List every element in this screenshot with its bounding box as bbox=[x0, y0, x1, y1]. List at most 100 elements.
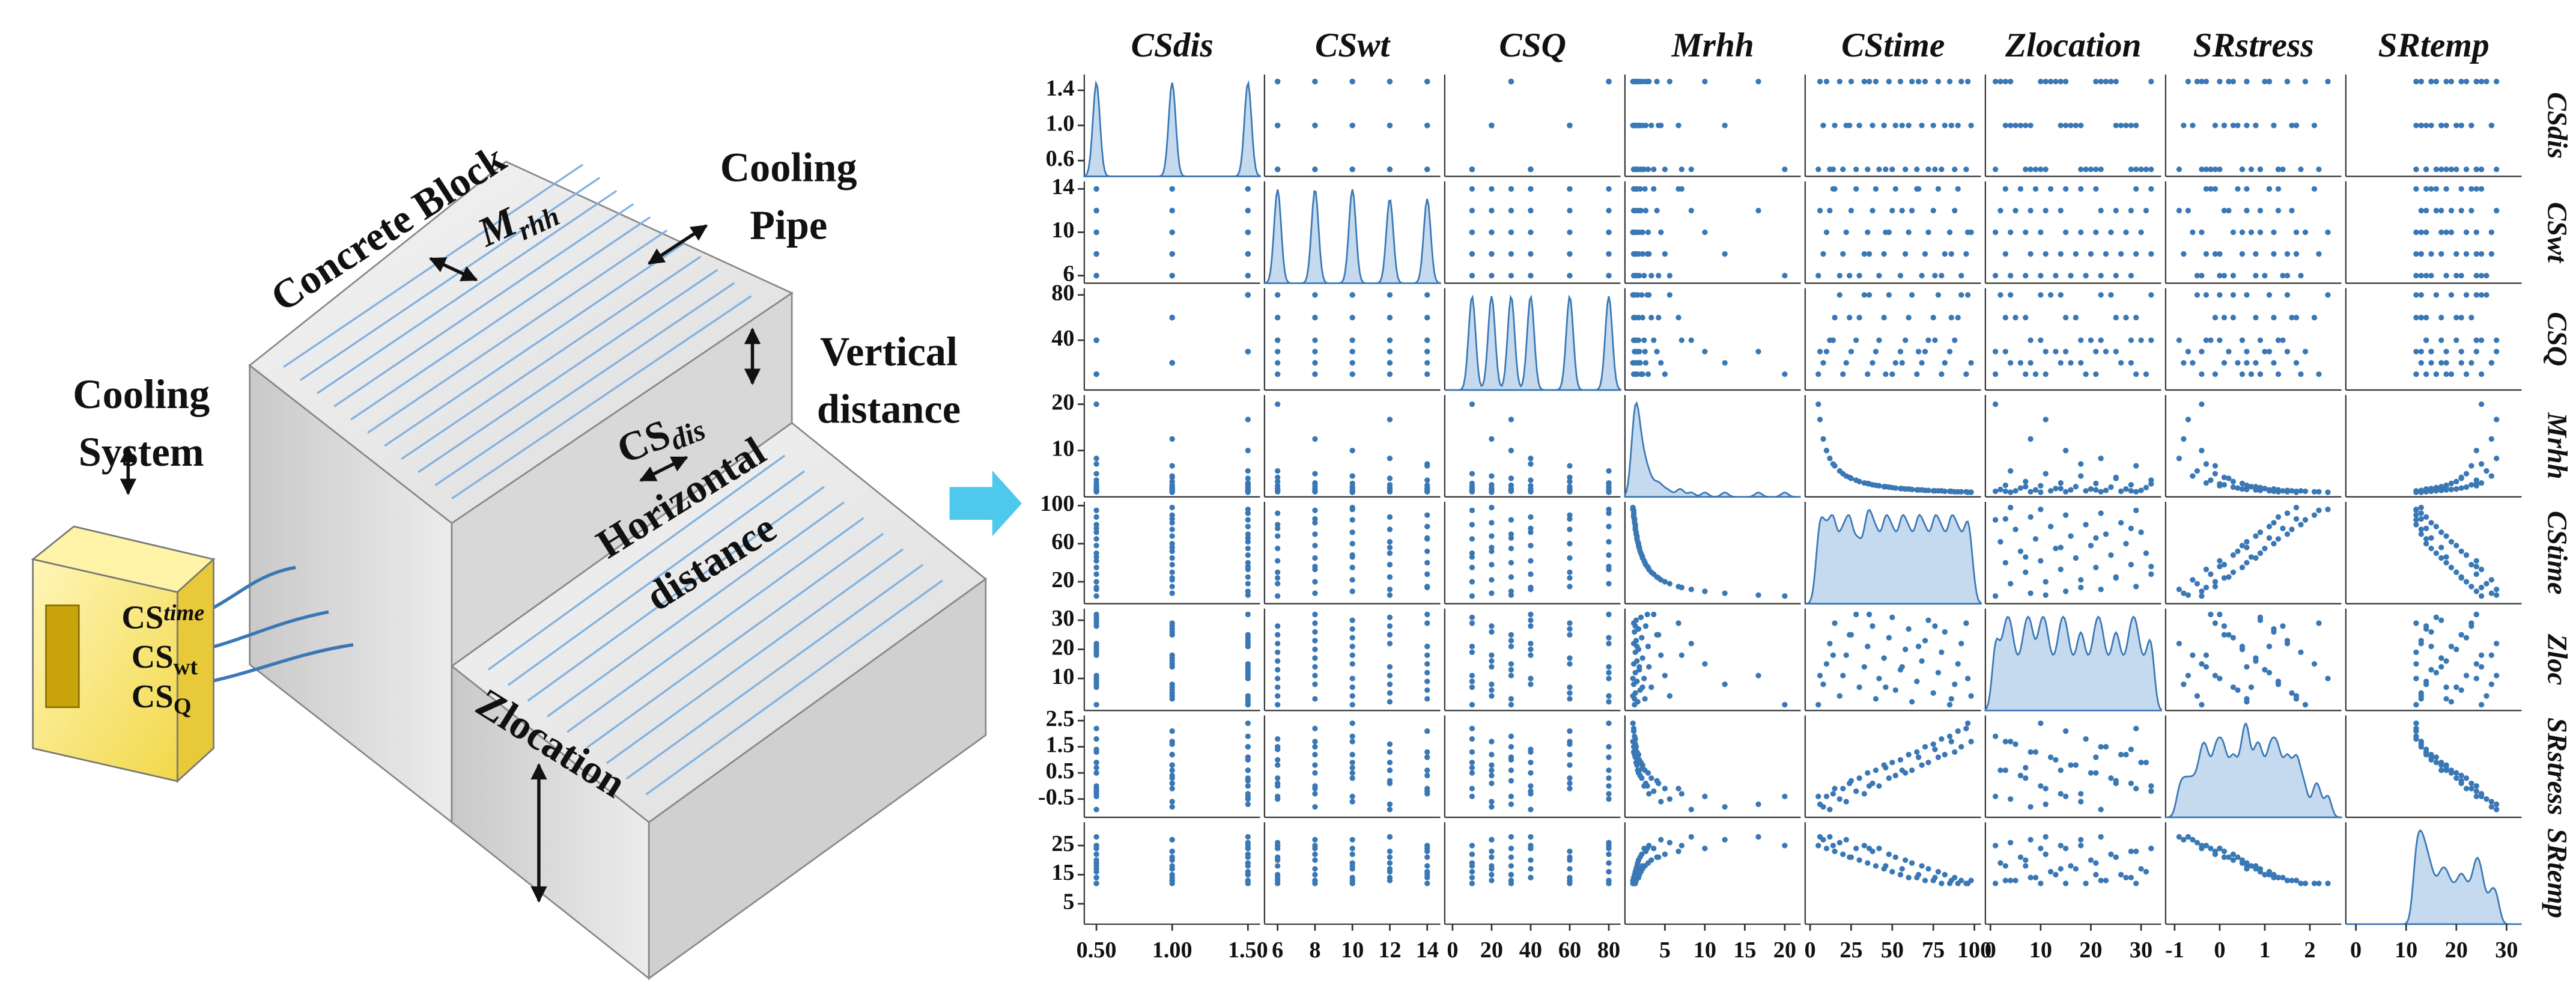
point bbox=[2108, 229, 2114, 236]
point bbox=[2143, 166, 2149, 172]
point bbox=[2212, 463, 2219, 469]
point bbox=[1876, 675, 1882, 681]
point bbox=[2098, 292, 2104, 298]
point bbox=[1755, 349, 1761, 355]
point bbox=[1245, 535, 1251, 541]
point bbox=[2443, 371, 2449, 377]
point bbox=[1992, 880, 1999, 886]
point bbox=[1881, 251, 1887, 257]
point bbox=[2253, 314, 2259, 321]
point bbox=[1651, 611, 1657, 618]
point bbox=[2176, 166, 2183, 172]
point bbox=[2413, 522, 2419, 528]
point bbox=[1312, 672, 1318, 678]
point bbox=[1992, 733, 1999, 739]
point bbox=[1245, 880, 1251, 886]
point bbox=[1847, 780, 1853, 787]
point bbox=[1847, 272, 1853, 279]
point bbox=[2128, 525, 2134, 531]
point bbox=[2078, 186, 2084, 192]
point bbox=[2494, 592, 2500, 598]
point bbox=[2028, 166, 2034, 172]
point bbox=[1903, 251, 1909, 257]
point bbox=[1387, 860, 1393, 866]
point bbox=[1387, 681, 1393, 688]
y-tick-label: 1.5 bbox=[1046, 732, 1075, 757]
x-tick-label: 20 bbox=[1480, 938, 1503, 963]
point bbox=[2208, 846, 2214, 852]
point bbox=[1567, 690, 1573, 696]
point bbox=[2325, 229, 2331, 236]
point bbox=[2244, 860, 2250, 866]
point bbox=[1349, 701, 1355, 708]
point bbox=[2138, 529, 2144, 535]
point bbox=[1349, 554, 1355, 560]
point bbox=[2289, 207, 2295, 214]
point bbox=[1312, 681, 1318, 688]
point bbox=[2473, 788, 2479, 794]
point bbox=[2148, 788, 2154, 794]
point bbox=[1275, 401, 1281, 407]
point bbox=[2293, 251, 2300, 257]
x-tick-label: 6 bbox=[1272, 938, 1283, 963]
point bbox=[1528, 675, 1534, 681]
point bbox=[2289, 314, 2295, 321]
row-label: Zloc bbox=[2542, 633, 2572, 685]
point bbox=[1567, 488, 1573, 495]
point bbox=[1275, 314, 1281, 321]
point bbox=[1567, 474, 1573, 481]
point bbox=[2008, 840, 2014, 846]
point bbox=[2143, 760, 2149, 766]
point bbox=[1942, 752, 1948, 758]
point bbox=[1424, 749, 1430, 755]
point bbox=[2483, 796, 2489, 802]
point bbox=[2133, 371, 2139, 377]
point bbox=[2002, 863, 2008, 869]
point bbox=[1489, 229, 1495, 236]
point bbox=[1630, 661, 1637, 667]
point bbox=[1992, 401, 1999, 407]
point bbox=[1856, 478, 1862, 484]
point bbox=[2008, 468, 2014, 474]
point bbox=[1424, 669, 1430, 675]
x-tick-label: 1.00 bbox=[1152, 938, 1192, 963]
point bbox=[1632, 623, 1638, 629]
point bbox=[2423, 746, 2429, 752]
point bbox=[2302, 701, 2309, 708]
point bbox=[1469, 593, 1475, 599]
point bbox=[1861, 791, 1867, 797]
point bbox=[2478, 461, 2485, 467]
point bbox=[2002, 767, 2008, 773]
point bbox=[1632, 746, 1638, 752]
point bbox=[1469, 684, 1475, 691]
point bbox=[2468, 584, 2474, 590]
point bbox=[2108, 552, 2114, 558]
point bbox=[1827, 456, 1833, 462]
point bbox=[1349, 314, 1355, 321]
point bbox=[1093, 251, 1099, 257]
point bbox=[1528, 866, 1534, 872]
point bbox=[1424, 611, 1430, 618]
point bbox=[1688, 834, 1694, 840]
point bbox=[1469, 614, 1475, 620]
point bbox=[1528, 207, 1534, 214]
point bbox=[2244, 559, 2250, 566]
point bbox=[1424, 477, 1430, 483]
point bbox=[2253, 123, 2259, 129]
point bbox=[2226, 349, 2232, 355]
point bbox=[2023, 484, 2029, 490]
point bbox=[2078, 799, 2084, 805]
point bbox=[1424, 696, 1430, 702]
point bbox=[2271, 488, 2277, 495]
arrow bbox=[429, 257, 478, 282]
point bbox=[1656, 854, 1662, 861]
point bbox=[2038, 880, 2044, 886]
point bbox=[2058, 544, 2064, 550]
point bbox=[2103, 531, 2109, 537]
point bbox=[1424, 754, 1430, 760]
point bbox=[2212, 166, 2219, 172]
point bbox=[1755, 672, 1761, 678]
point bbox=[2212, 620, 2219, 626]
point bbox=[2128, 482, 2134, 488]
point bbox=[1093, 806, 1099, 813]
